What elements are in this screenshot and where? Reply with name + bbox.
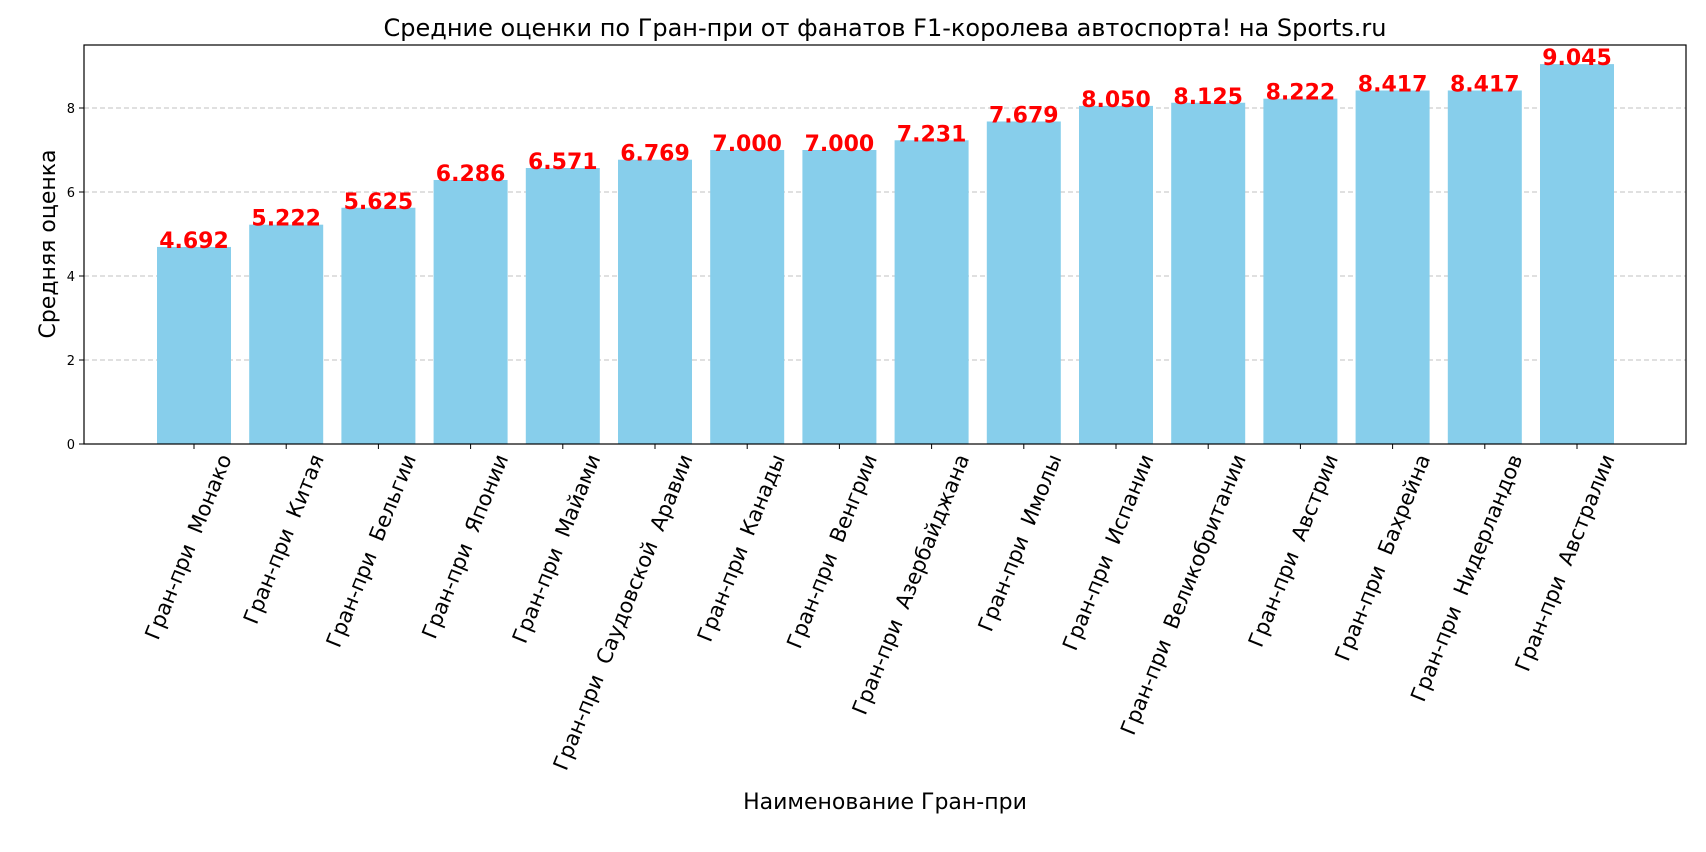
bar-value-label: 8.417 (1358, 72, 1428, 97)
bar-value-label: 7.000 (712, 132, 782, 157)
bar-value-label: 8.125 (1173, 85, 1243, 110)
bar (986, 121, 1061, 445)
bar (341, 207, 416, 444)
bar (1079, 105, 1153, 445)
y-axis-ticks: 0 2 4 6 8 (67, 102, 84, 453)
plot-frame (83, 44, 1687, 445)
bar (1540, 64, 1614, 445)
bar-value-label: 9.045 (1542, 46, 1612, 71)
bar-value-label: 8.417 (1450, 72, 1520, 97)
y-tick-label: 6 (67, 186, 75, 201)
chart-title: Средние оценки по Гран-при от фанатов F1… (383, 14, 1386, 42)
bar-value-label: 4.692 (159, 229, 229, 254)
bar-value-label: 6.571 (528, 150, 598, 175)
bar (157, 246, 231, 444)
y-tick-label: 8 (67, 102, 75, 117)
value-labels: 4.692 5.222 5.625 6.286 6.571 6.769 7.000 7.000… (159, 46, 1612, 254)
bar (249, 224, 324, 444)
bar-value-label: 6.769 (620, 142, 690, 167)
bar (1171, 102, 1246, 444)
y-tick-label: 4 (67, 270, 75, 285)
bar (1263, 98, 1338, 445)
bar-value-label: 8.222 (1266, 81, 1336, 106)
bar-value-label: 8.050 (1081, 88, 1151, 113)
bar-value-label: 7.000 (805, 132, 875, 157)
bar (1447, 90, 1522, 445)
bar (710, 150, 785, 444)
bar-value-label: 5.625 (344, 190, 414, 215)
y-tick-label: 0 (67, 438, 75, 453)
y-tick-label: 2 (67, 354, 75, 369)
bar (802, 150, 877, 444)
bar-value-label: 7.679 (989, 103, 1059, 128)
bar (1355, 90, 1430, 445)
bar-value-label: 6.286 (436, 162, 506, 187)
bar (618, 159, 692, 444)
bar (433, 179, 508, 444)
bars (157, 64, 1614, 445)
x-axis-label: Наименование Гран-при (743, 790, 1027, 815)
bar-value-label: 7.231 (897, 122, 967, 147)
bar-value-label: 5.222 (251, 207, 321, 232)
bar (525, 168, 600, 444)
bar (894, 140, 969, 444)
y-axis-label: Средняя оценка (36, 149, 61, 338)
